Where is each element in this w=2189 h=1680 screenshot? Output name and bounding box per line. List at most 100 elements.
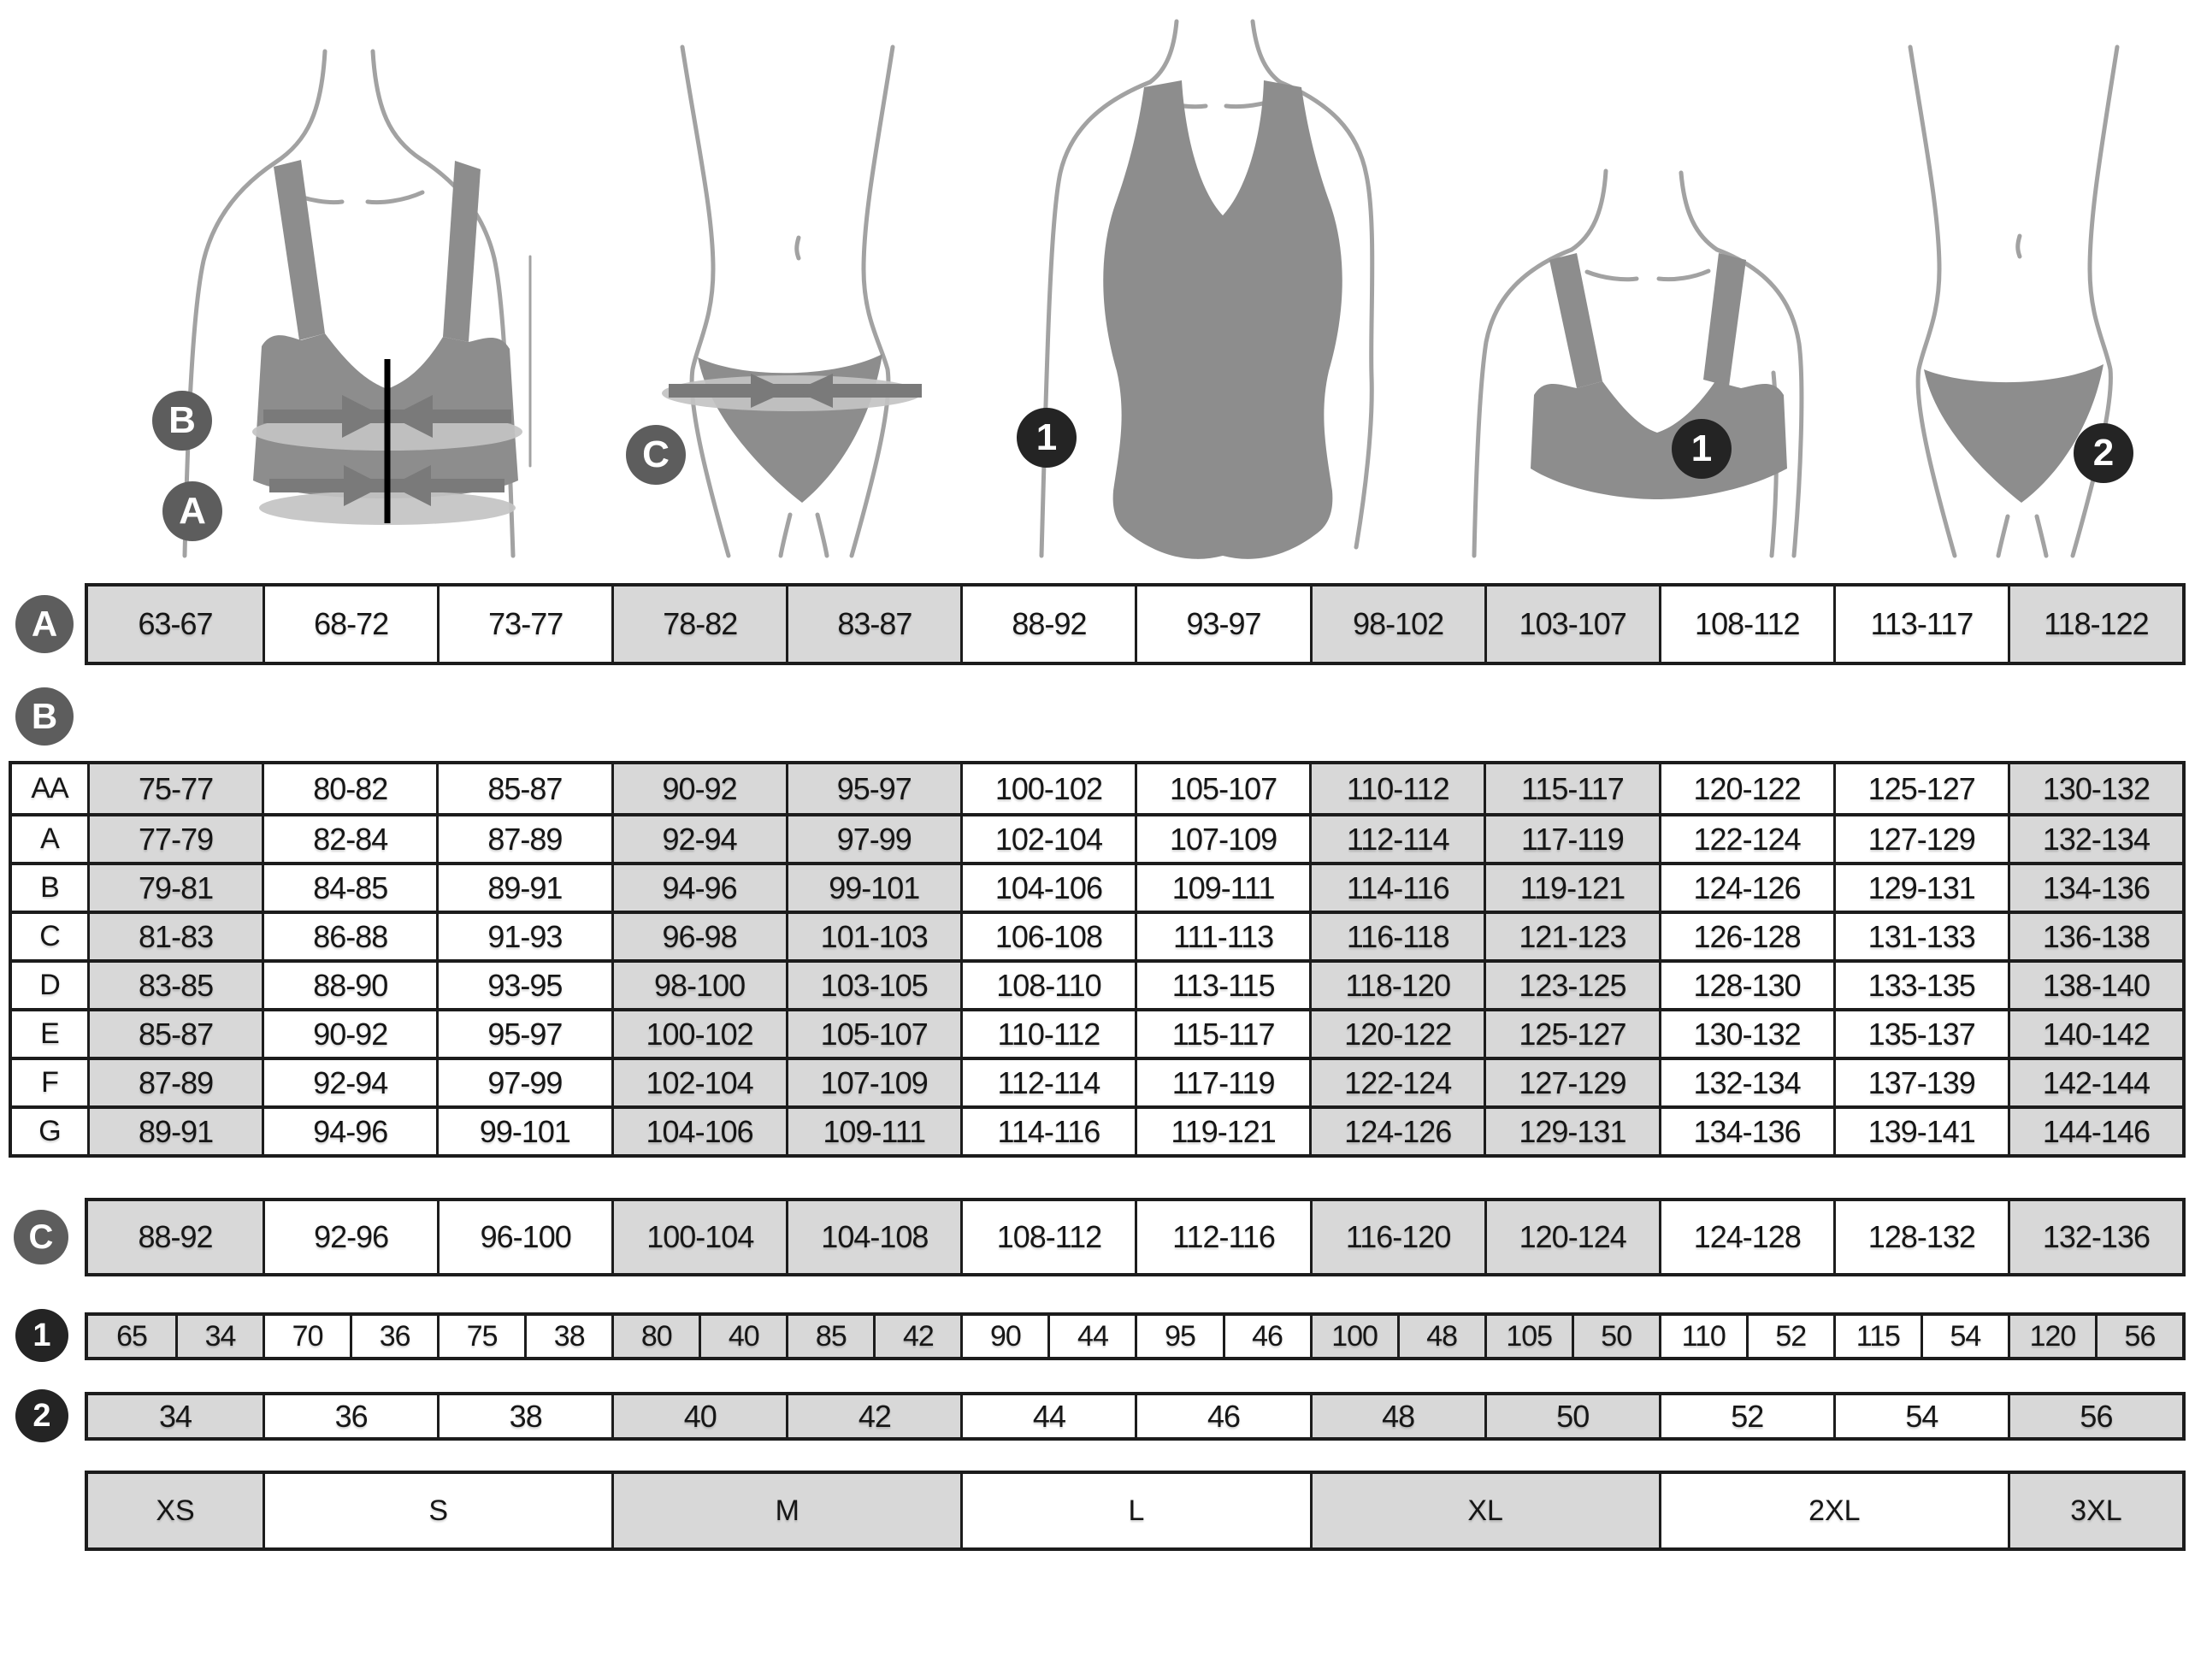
row-c-cell: 124-128 — [1658, 1201, 1833, 1273]
swimsuit-illustration — [1039, 19, 1375, 559]
row-1-cell: 40 — [699, 1316, 787, 1357]
row-2-cell: 54 — [1832, 1395, 2008, 1437]
row-a-cell: 93-97 — [1135, 587, 1310, 662]
table-b-cell: 90-92 — [611, 764, 786, 813]
row-1-cell: 50 — [1571, 1316, 1659, 1357]
swimsuit-shape — [1103, 80, 1342, 559]
table-b-cell: 124-126 — [1309, 1105, 1484, 1154]
row-c-cell: 96-100 — [437, 1201, 612, 1273]
table-b-cell: 112-114 — [959, 1057, 1135, 1105]
row-1-cell: 110 — [1658, 1316, 1746, 1357]
row-1-cell: 34 — [175, 1316, 263, 1357]
row-c-label-badge: C — [14, 1210, 68, 1264]
swimsuit-size-badge: 1 — [1017, 408, 1077, 468]
row-1-cell: 70 — [263, 1316, 351, 1357]
table-b-cell: 92-94 — [611, 813, 786, 862]
size-cell: 3XL — [2007, 1474, 2182, 1547]
row-1-cell: 56 — [2094, 1316, 2182, 1357]
table-b-cell: 125-127 — [1832, 764, 2008, 813]
table-b-cell: 129-131 — [1832, 862, 2008, 911]
bust-range-table: AA 75-77 80-82 85-87 90-92 95-97 100-102 105-10… — [9, 761, 2186, 1158]
row-1-cell: 54 — [1920, 1316, 2008, 1357]
row-a-cell: 118-122 — [2007, 587, 2182, 662]
row-1-cell: 105 — [1484, 1316, 1572, 1357]
bra-illustration — [1472, 168, 1804, 558]
table-b-cell: 115-117 — [1484, 764, 1659, 813]
table-b-cell: 81-83 — [87, 911, 263, 959]
table-b-cell: 87-89 — [436, 813, 611, 862]
row-2-cell: 50 — [1484, 1395, 1659, 1437]
table-b-cell: 97-99 — [785, 813, 960, 862]
table-b-cell: 127-129 — [1832, 813, 2008, 862]
briefs-measurement-illustration — [662, 44, 922, 558]
table-b-cell: 117-119 — [1135, 1057, 1310, 1105]
row-c-cell: 120-124 — [1484, 1201, 1659, 1273]
table-b-cell: 123-125 — [1484, 959, 1659, 1008]
table-b-cell: 135-137 — [1832, 1008, 2008, 1057]
bra-size-row: 65 34 70 36 75 38 80 40 85 42 90 44 95 46 100 48 105 50 11… — [85, 1312, 2186, 1360]
row-1-cell: 80 — [611, 1316, 699, 1357]
size-cell: L — [960, 1474, 1310, 1547]
row-2-cell: 48 — [1309, 1395, 1484, 1437]
row-a-cell: 73-77 — [437, 587, 612, 662]
bra-size-badge: 1 — [1672, 419, 1732, 479]
size-cell: XL — [1309, 1474, 1659, 1547]
table-b-cell: 100-102 — [959, 764, 1135, 813]
table-b-cell: 105-107 — [785, 1008, 960, 1057]
table-b-cell: 99-101 — [436, 1105, 611, 1154]
table-b-cell: 144-146 — [2007, 1105, 2182, 1154]
table-b-cell: 105-107 — [1135, 764, 1310, 813]
table-b-cell: 109-111 — [785, 1105, 960, 1154]
table-b-cell: 127-129 — [1484, 1057, 1659, 1105]
table-b-cell: 82-84 — [262, 813, 437, 862]
hip-measure-badge: C — [626, 425, 686, 485]
row-c-cell: 100-104 — [611, 1201, 787, 1273]
row-1-cell: 52 — [1745, 1316, 1833, 1357]
table-b-cell: 93-95 — [436, 959, 611, 1008]
row-2-cell: 40 — [611, 1395, 787, 1437]
table-b-cell: 119-121 — [1484, 862, 1659, 911]
row-a-cell: 113-117 — [1832, 587, 2008, 662]
row-1-cell: 36 — [350, 1316, 438, 1357]
row-a-cell: 108-112 — [1658, 587, 1833, 662]
table-b-cell: 121-123 — [1484, 911, 1659, 959]
briefs-shape — [1924, 364, 2103, 503]
row-1-cell: 75 — [437, 1316, 525, 1357]
hip-range-row: 88-92 92-96 96-100 100-104 104-108 108-112 112… — [85, 1198, 2186, 1276]
table-b-cell: 122-124 — [1658, 813, 1833, 862]
table-b-cell: 132-134 — [1658, 1057, 1833, 1105]
table-b-cell: 91-93 — [436, 911, 611, 959]
table-b-cell: 130-132 — [2007, 764, 2182, 813]
table-b-cell: 104-106 — [611, 1105, 786, 1154]
row-1-cell: 95 — [1135, 1316, 1223, 1357]
table-b-row-label: E — [12, 1008, 87, 1057]
table-b-cell: 89-91 — [436, 862, 611, 911]
table-b-cell: 125-127 — [1484, 1008, 1659, 1057]
table-b-row-label: C — [12, 911, 87, 959]
table-b-cell: 90-92 — [262, 1008, 437, 1057]
table-b-row-label: F — [12, 1057, 87, 1105]
row-a-cell: 63-67 — [88, 587, 263, 662]
table-b-cell: 110-112 — [959, 1008, 1135, 1057]
table-b-cell: 103-105 — [785, 959, 960, 1008]
table-b-cell: 120-122 — [1658, 764, 1833, 813]
table-b-cell: 130-132 — [1658, 1008, 1833, 1057]
table-b-cell: 138-140 — [2007, 959, 2182, 1008]
table-b-cell: 134-136 — [1658, 1105, 1833, 1154]
table-b-cell: 140-142 — [2007, 1008, 2182, 1057]
row-2-cell: 34 — [88, 1395, 263, 1437]
table-b-cell: 80-82 — [262, 764, 437, 813]
row-1-cell: 100 — [1309, 1316, 1397, 1357]
row-c-cell: 128-132 — [1832, 1201, 2008, 1273]
table-b-row-label: AA — [12, 764, 87, 813]
table-b-cell: 112-114 — [1309, 813, 1484, 862]
table-b-cell: 133-135 — [1832, 959, 2008, 1008]
table-b-cell: 108-110 — [959, 959, 1135, 1008]
table-b-cell: 101-103 — [785, 911, 960, 959]
table-b-cell: 95-97 — [785, 764, 960, 813]
row-a-cell: 103-107 — [1484, 587, 1659, 662]
table-b-cell: 128-130 — [1658, 959, 1833, 1008]
table-b-cell: 86-88 — [262, 911, 437, 959]
table-b-cell: 110-112 — [1309, 764, 1484, 813]
